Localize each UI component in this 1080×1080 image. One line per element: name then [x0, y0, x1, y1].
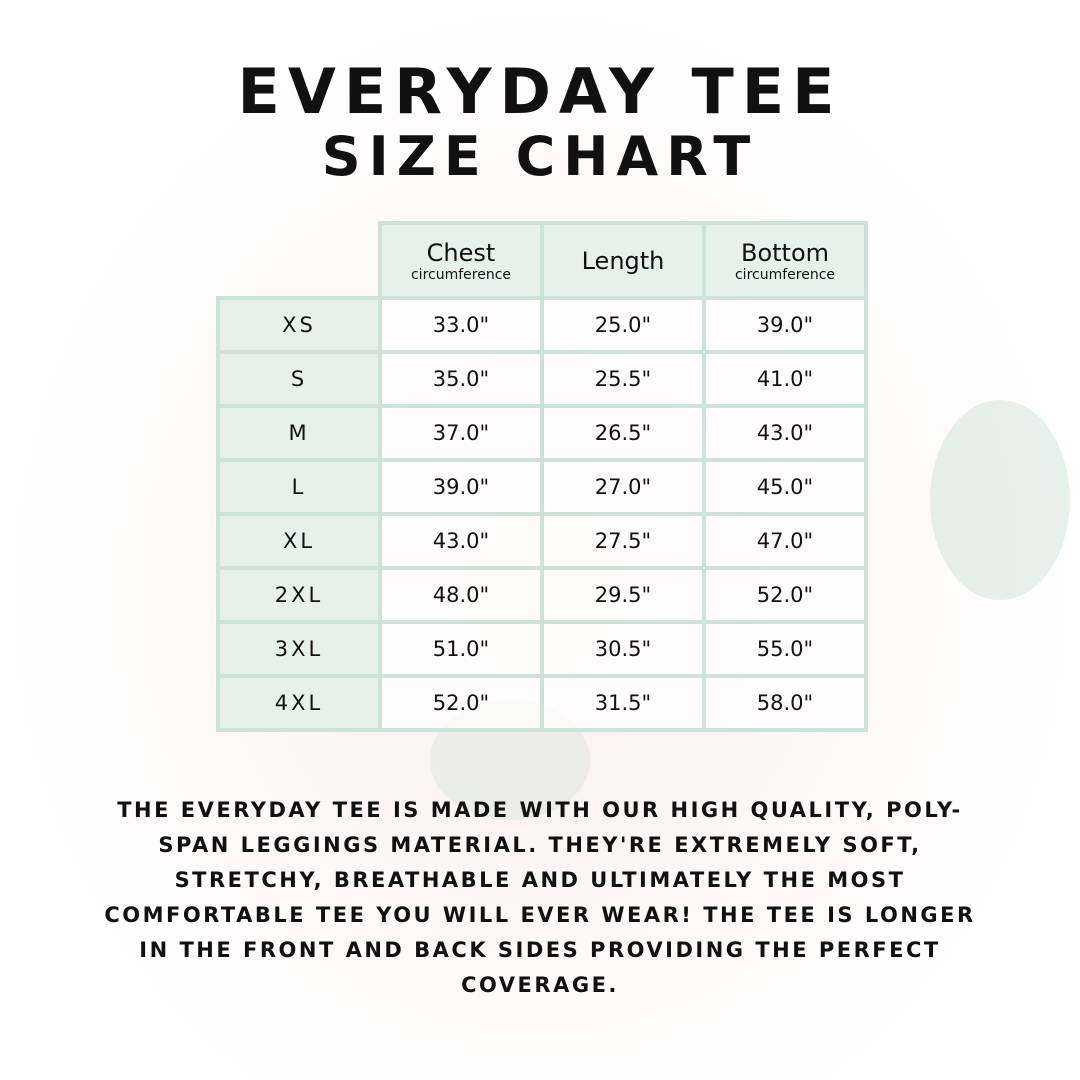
chest-cell: 48.0"	[378, 566, 544, 624]
header-length: Length	[540, 221, 706, 300]
chest-cell: 39.0"	[378, 458, 544, 516]
header-bottom: Bottom circumference	[702, 221, 868, 300]
bottom-cell: 39.0"	[702, 296, 868, 354]
chest-cell: 37.0"	[378, 404, 544, 462]
length-cell: 30.5"	[540, 620, 706, 678]
chest-cell: 33.0"	[378, 296, 544, 354]
length-cell: 25.5"	[540, 350, 706, 408]
size-cell: S	[216, 350, 382, 408]
title-line-2: SIZE CHART	[321, 125, 759, 188]
length-cell: 27.0"	[540, 458, 706, 516]
table-row: S 35.0" 25.5" 41.0"	[216, 350, 868, 408]
header-main: Bottom	[740, 238, 830, 267]
chest-cell: 43.0"	[378, 512, 544, 570]
cactus-decoration	[930, 400, 1070, 600]
table-row: 3XL 51.0" 30.5" 55.0"	[216, 620, 868, 678]
size-cell: 2XL	[216, 566, 382, 624]
bottom-cell: 41.0"	[702, 350, 868, 408]
length-cell: 25.0"	[540, 296, 706, 354]
header-main: Length	[581, 246, 665, 275]
size-chart-table: Chest circumference Length Bottom circumfe…	[216, 221, 868, 732]
table-row: L 39.0" 27.0" 45.0"	[216, 458, 868, 516]
chest-cell: 52.0"	[378, 674, 544, 732]
length-cell: 29.5"	[540, 566, 706, 624]
table-row: M 37.0" 26.5" 43.0"	[216, 404, 868, 462]
length-cell: 31.5"	[540, 674, 706, 732]
description: The Everyday Tee is made with our high q…	[104, 798, 976, 997]
table-row: XS 33.0" 25.0" 39.0"	[216, 296, 868, 354]
bottom-cell: 52.0"	[702, 566, 868, 624]
bottom-cell: 58.0"	[702, 674, 868, 732]
table-row: XL 43.0" 27.5" 47.0"	[216, 512, 868, 570]
header-chest: Chest circumference	[378, 221, 544, 300]
length-cell: 27.5"	[540, 512, 706, 570]
length-cell: 26.5"	[540, 404, 706, 462]
size-cell: L	[216, 458, 382, 516]
header-corner	[218, 223, 380, 298]
size-cell: XL	[216, 512, 382, 570]
title-line-1: EVERYDAY TEE	[237, 55, 843, 128]
bottom-cell: 55.0"	[702, 620, 868, 678]
bottom-cell: 43.0"	[702, 404, 868, 462]
size-cell: XS	[216, 296, 382, 354]
size-cell: M	[216, 404, 382, 462]
header-sub: circumference	[734, 266, 836, 283]
bottom-cell: 45.0"	[702, 458, 868, 516]
chest-cell: 35.0"	[378, 350, 544, 408]
size-cell: 3XL	[216, 620, 382, 678]
header-main: Chest	[426, 238, 496, 267]
table-row: 4XL 52.0" 31.5" 58.0"	[216, 674, 868, 732]
chest-cell: 51.0"	[378, 620, 544, 678]
header-row: Chest circumference Length Bottom circumfe…	[218, 221, 868, 300]
table-row: 2XL 48.0" 29.5" 52.0"	[216, 566, 868, 624]
size-cell: 4XL	[216, 674, 382, 732]
header-sub: circumference	[410, 266, 512, 283]
bottom-cell: 47.0"	[702, 512, 868, 570]
